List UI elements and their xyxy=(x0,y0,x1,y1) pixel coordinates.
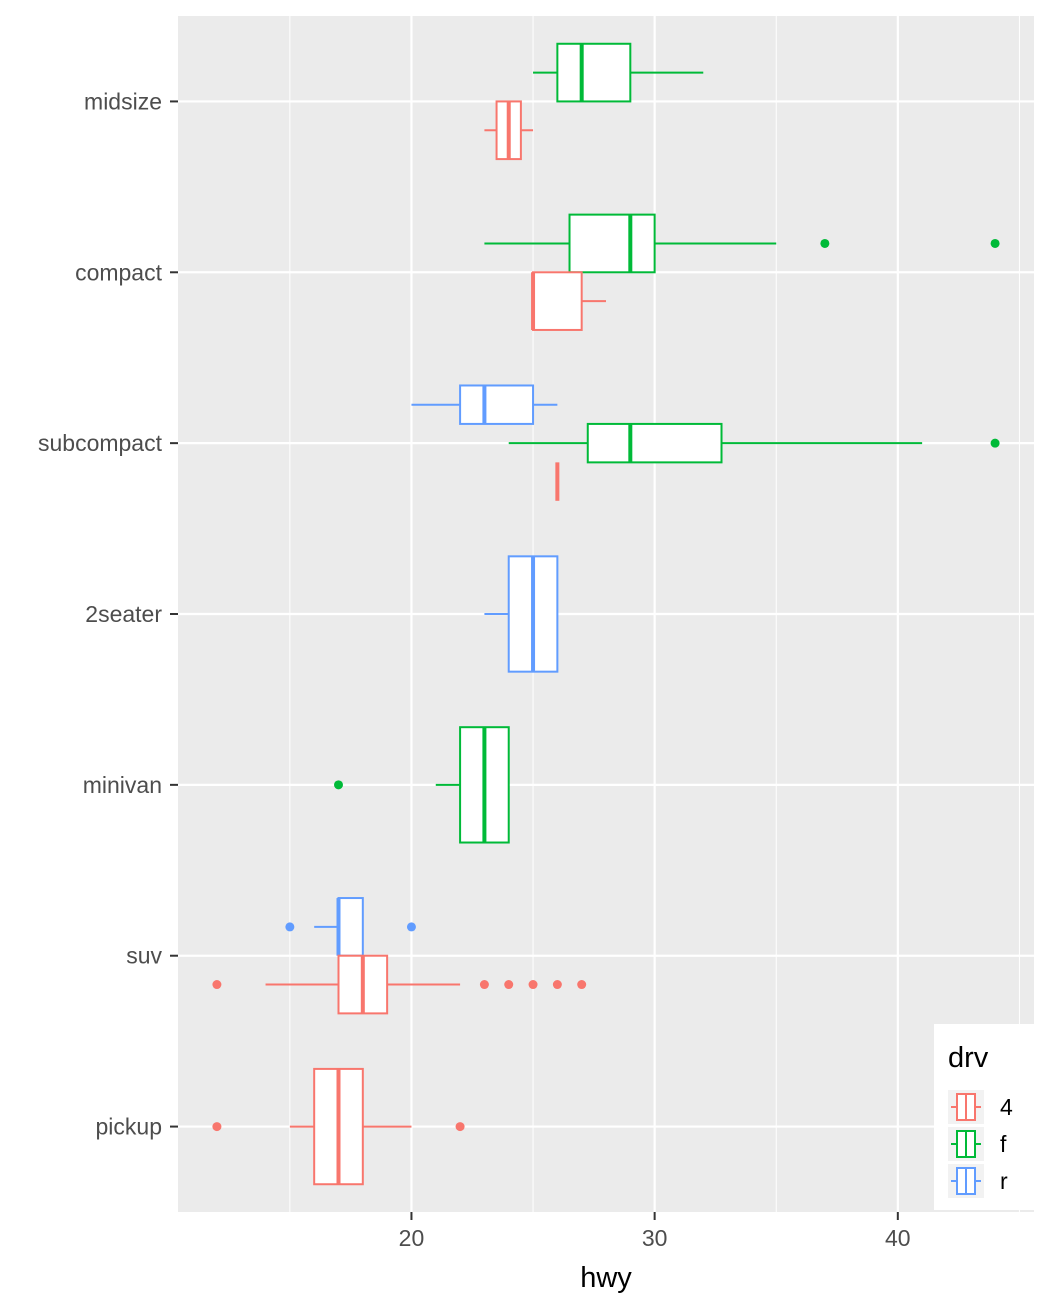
outlier-point xyxy=(990,438,1000,448)
legend-key-4 xyxy=(948,1090,984,1124)
y-tick-label: suv xyxy=(126,943,162,969)
box-marks xyxy=(212,42,1000,1186)
x-axis: 20 30 40 xyxy=(399,1212,911,1251)
legend-label: f xyxy=(1000,1131,1007,1157)
outlier-point xyxy=(334,780,343,790)
outlier-point xyxy=(212,1122,222,1132)
legend-label: 4 xyxy=(1000,1094,1013,1120)
box-2seater-r xyxy=(484,555,559,673)
y-tick-label: compact xyxy=(75,259,163,285)
box-iqr xyxy=(568,213,656,274)
outlier-point xyxy=(455,1122,465,1132)
legend-label: r xyxy=(1000,1168,1008,1194)
outlier-point xyxy=(479,980,489,990)
box-compact-4 xyxy=(531,271,606,331)
box-midsize-f xyxy=(533,42,704,103)
y-tick-label: midsize xyxy=(84,88,162,114)
outlier-point xyxy=(212,980,222,990)
outlier-point xyxy=(990,238,1000,248)
legend-key-f xyxy=(948,1127,984,1161)
x-axis-title: hwy xyxy=(580,1262,632,1294)
outlier-point xyxy=(406,922,416,932)
x-tick-label: 40 xyxy=(885,1225,911,1251)
outlier-point xyxy=(528,980,538,990)
box-compact-f xyxy=(484,213,1000,274)
box-suv-r xyxy=(285,897,416,957)
legend: drv 4 fr xyxy=(934,1024,1038,1210)
box-subcompact-f xyxy=(508,422,1000,464)
outlier-point xyxy=(552,980,562,990)
y-tick-label: minivan xyxy=(83,772,162,798)
box-pickup-4 xyxy=(212,1067,465,1186)
box-minivan-f xyxy=(334,726,510,844)
outlier-point xyxy=(577,980,587,990)
x-tick-label: 20 xyxy=(399,1225,425,1251)
box-suv-4 xyxy=(212,954,587,1015)
box-midsize-4 xyxy=(484,100,534,161)
box-iqr xyxy=(556,42,632,103)
y-tick-label: subcompact xyxy=(38,430,163,456)
box-iqr xyxy=(532,271,583,331)
box-iqr xyxy=(337,897,364,957)
outlier-point xyxy=(820,238,830,248)
y-tick-label: 2seater xyxy=(85,601,162,627)
box-iqr xyxy=(586,422,723,464)
outlier-point xyxy=(504,980,514,990)
box-subcompact-r xyxy=(411,384,558,425)
outlier-point xyxy=(285,922,295,932)
x-tick-label: 30 xyxy=(642,1225,668,1251)
y-axis: pickup suv minivan 2seater subcompact compact… xyxy=(38,88,178,1140)
legend-title: drv xyxy=(948,1042,989,1074)
box-iqr xyxy=(459,384,535,425)
legend-key-r xyxy=(948,1164,984,1198)
y-tick-label: pickup xyxy=(96,1114,162,1140)
